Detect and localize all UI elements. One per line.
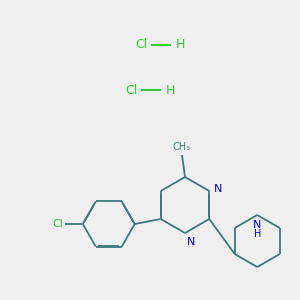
Text: H: H — [254, 229, 261, 239]
Text: N: N — [214, 184, 223, 194]
Text: N: N — [253, 220, 261, 230]
Text: Cl: Cl — [126, 83, 138, 97]
Text: CH₃: CH₃ — [173, 142, 191, 152]
Text: Cl: Cl — [52, 219, 63, 229]
Text: N: N — [187, 237, 195, 247]
Text: H: H — [166, 83, 175, 97]
Text: H: H — [176, 38, 185, 52]
Text: Cl: Cl — [136, 38, 148, 52]
